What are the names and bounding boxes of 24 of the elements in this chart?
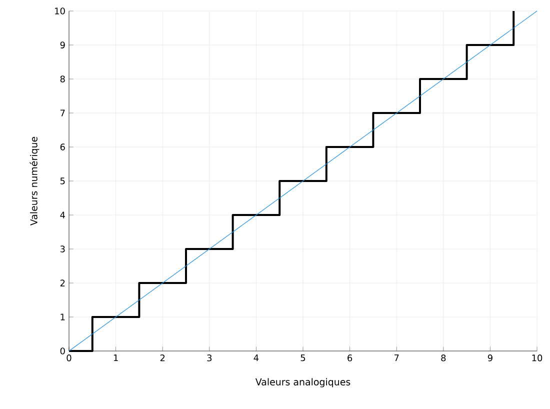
y-tick-label: 7	[60, 110, 65, 116]
x-tick-label: 4	[254, 354, 259, 362]
y-tick-label: 9	[60, 42, 65, 48]
x-tick-label: 6	[348, 354, 352, 362]
x-tick-label: 8	[441, 354, 446, 362]
x-tick-label: 3	[207, 354, 212, 362]
y-tick-label: 1	[60, 314, 65, 320]
y-tick-label: 8	[60, 76, 65, 82]
y-tick-label: 3	[60, 246, 65, 252]
x-tick-label: 1	[114, 354, 118, 362]
x-tick-label: 5	[300, 354, 306, 362]
y-tick-label: 2	[60, 280, 65, 286]
y-tick-label: 6	[60, 144, 65, 150]
y-tick-label: 0	[60, 348, 65, 354]
x-tick-label: 10	[532, 354, 542, 362]
x-axis-title: Valeurs analogiques	[255, 378, 350, 388]
y-tick-label: 10	[55, 8, 65, 14]
y-tick-label: 5	[60, 178, 65, 184]
y-tick-label: 4	[60, 212, 65, 218]
x-tick-label: 9	[488, 354, 492, 362]
x-tick-label: 7	[394, 354, 399, 362]
x-tick-label: 2	[160, 354, 165, 362]
x-tick-label: 0	[66, 354, 72, 362]
y-axis-title: Valeurs numérique	[30, 136, 40, 226]
